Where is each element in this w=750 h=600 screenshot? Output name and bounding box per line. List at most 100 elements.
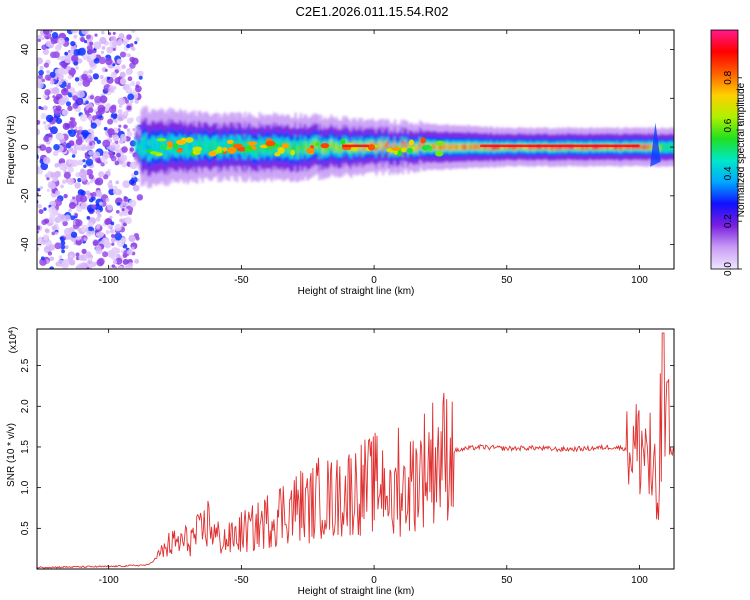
noise-cell <box>37 119 41 125</box>
noise-cell <box>63 227 72 236</box>
band-core-cell <box>311 140 314 149</box>
band-core-cell <box>451 143 454 150</box>
spectrogram-y-label: Frequency (Hz) <box>6 116 17 185</box>
band-core-cell <box>670 143 673 149</box>
noise-cell <box>63 171 71 179</box>
band-core-cell <box>226 141 229 151</box>
band-core-cell <box>384 143 387 151</box>
noise-cell <box>44 89 51 96</box>
band-core-cell <box>216 140 219 149</box>
noise-cell <box>82 159 86 163</box>
noise-cell <box>103 174 109 180</box>
band-core-cell <box>297 145 300 155</box>
band-hotspot <box>247 141 258 146</box>
band-core-cell <box>244 139 247 148</box>
band-core-cell <box>301 144 304 154</box>
band-hotspot <box>232 143 243 149</box>
noise-cell <box>86 194 92 200</box>
noise-cell <box>103 160 108 165</box>
band-core-cell <box>331 141 334 150</box>
band-core-cell <box>258 139 261 149</box>
noise-cell <box>99 95 108 104</box>
band-hotspot <box>226 139 234 145</box>
noise-cell <box>49 71 56 78</box>
noise-cell <box>72 196 76 200</box>
band-hotspot <box>406 147 413 154</box>
band-core-cell <box>157 141 160 152</box>
noise-cell <box>59 134 65 139</box>
band-core-cell <box>603 145 606 151</box>
noise-cell <box>58 255 63 260</box>
band-core-cell <box>439 144 442 151</box>
noise-cell <box>123 222 127 227</box>
band-core-cell <box>263 145 267 155</box>
noise-cell <box>61 179 67 184</box>
noise-cell <box>125 135 131 142</box>
band-core-cell <box>640 144 644 150</box>
band-peak-streak <box>342 144 369 148</box>
noise-cell <box>84 39 88 44</box>
noise-cell <box>105 57 113 66</box>
noise-cell <box>54 190 61 196</box>
noise-cell <box>117 109 123 115</box>
band-core-cell <box>324 144 328 153</box>
noise-cell <box>92 73 100 80</box>
band-core-cell <box>478 144 482 150</box>
noise-cell <box>37 128 41 136</box>
band-core-cell <box>387 140 390 148</box>
noise-cell <box>106 46 114 54</box>
band-core-cell <box>620 145 624 151</box>
snr-y-tick-label: 1.0 <box>20 480 31 494</box>
noise-cell <box>90 261 97 268</box>
noise-cell <box>80 190 86 196</box>
band-core-cell <box>482 144 486 151</box>
band-core-cell <box>382 146 385 154</box>
noise-cell <box>112 134 120 142</box>
band-core-cell <box>420 141 423 149</box>
noise-cell <box>86 57 92 63</box>
noise-cell <box>76 206 83 213</box>
noise-cell <box>96 258 105 267</box>
band-core-cell <box>668 144 671 150</box>
noise-cell <box>98 171 105 178</box>
band-core-cell <box>541 145 544 151</box>
band-core-cell <box>141 139 145 151</box>
noise-cell <box>46 177 50 181</box>
noise-cell <box>129 147 135 152</box>
band-core-cell <box>660 143 663 150</box>
band-core-cell <box>498 145 502 151</box>
band-core-cell <box>363 143 366 151</box>
band-core-cell <box>528 145 531 151</box>
noise-cell <box>43 207 47 211</box>
noise-cell <box>49 183 56 190</box>
noise-cell <box>116 152 121 158</box>
band-core-cell <box>189 141 192 152</box>
noise-cell <box>40 162 49 171</box>
noise-cell <box>62 122 71 131</box>
noise-cell <box>61 259 70 268</box>
noise-cell <box>59 214 65 220</box>
noise-cell <box>78 126 83 131</box>
noise-cell <box>67 166 74 173</box>
noise-cell <box>91 204 96 210</box>
noise-cell <box>97 213 102 218</box>
noise-cell <box>124 99 129 104</box>
band-core-cell <box>153 141 156 152</box>
band-core-cell <box>408 143 411 151</box>
noise-cell <box>137 70 144 77</box>
noise-cell <box>126 43 131 49</box>
noise-cell <box>37 225 41 231</box>
band-core-cell <box>277 143 280 152</box>
band-core-cell <box>513 145 516 151</box>
band-core-cell <box>274 144 277 153</box>
noise-cell <box>61 87 69 96</box>
band-core-cell <box>259 144 263 154</box>
noise-cell <box>87 74 92 79</box>
band-core-cell <box>403 140 406 147</box>
noise-cell <box>75 66 79 70</box>
band-core-cell <box>236 146 239 155</box>
band-core-cell <box>139 145 142 151</box>
band-hotspot <box>176 139 186 145</box>
noise-cell <box>109 180 113 184</box>
band-core-cell <box>391 144 394 152</box>
